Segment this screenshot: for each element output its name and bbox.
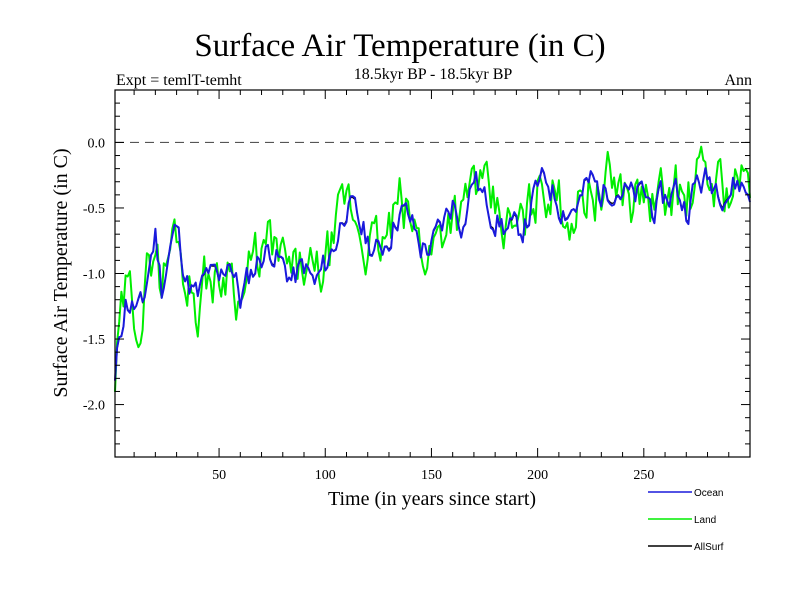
x-axis-label: Time (in years since start) bbox=[328, 488, 536, 510]
legend-label-ocean: Ocean bbox=[694, 488, 723, 499]
legend: Ocean Land AllSurf bbox=[648, 488, 724, 553]
y-tick-label: 0.0 bbox=[88, 136, 106, 151]
x-tick-label: 100 bbox=[315, 468, 336, 483]
plot-frame bbox=[114, 89, 751, 458]
legend-label-allsurf: AllSurf bbox=[694, 542, 724, 553]
chart-subtitle: 18.5kyr BP - 18.5kyr BP bbox=[353, 66, 513, 83]
series-line-land bbox=[114, 145, 751, 392]
experiment-label: Expt = temlT-temht bbox=[116, 72, 242, 89]
legend-label-land: Land bbox=[694, 515, 716, 526]
y-tick-label: -1.5 bbox=[83, 333, 105, 348]
y-axis-label: Surface Air Temperature (in C) bbox=[50, 148, 72, 397]
x-tick-label: 150 bbox=[421, 468, 442, 483]
x-tick-label: 50 bbox=[212, 468, 226, 483]
series-line-ocean bbox=[114, 167, 751, 381]
y-tick-label: -0.5 bbox=[83, 202, 105, 217]
y-tick-label: -2.0 bbox=[83, 399, 105, 414]
x-tick-label: 250 bbox=[633, 468, 654, 483]
season-label: Ann bbox=[724, 72, 752, 89]
series-line-allsurf bbox=[114, 168, 751, 382]
y-tick-label: -1.0 bbox=[83, 268, 105, 283]
x-tick-label: 200 bbox=[527, 468, 548, 483]
chart-title: Surface Air Temperature (in C) bbox=[194, 28, 606, 64]
